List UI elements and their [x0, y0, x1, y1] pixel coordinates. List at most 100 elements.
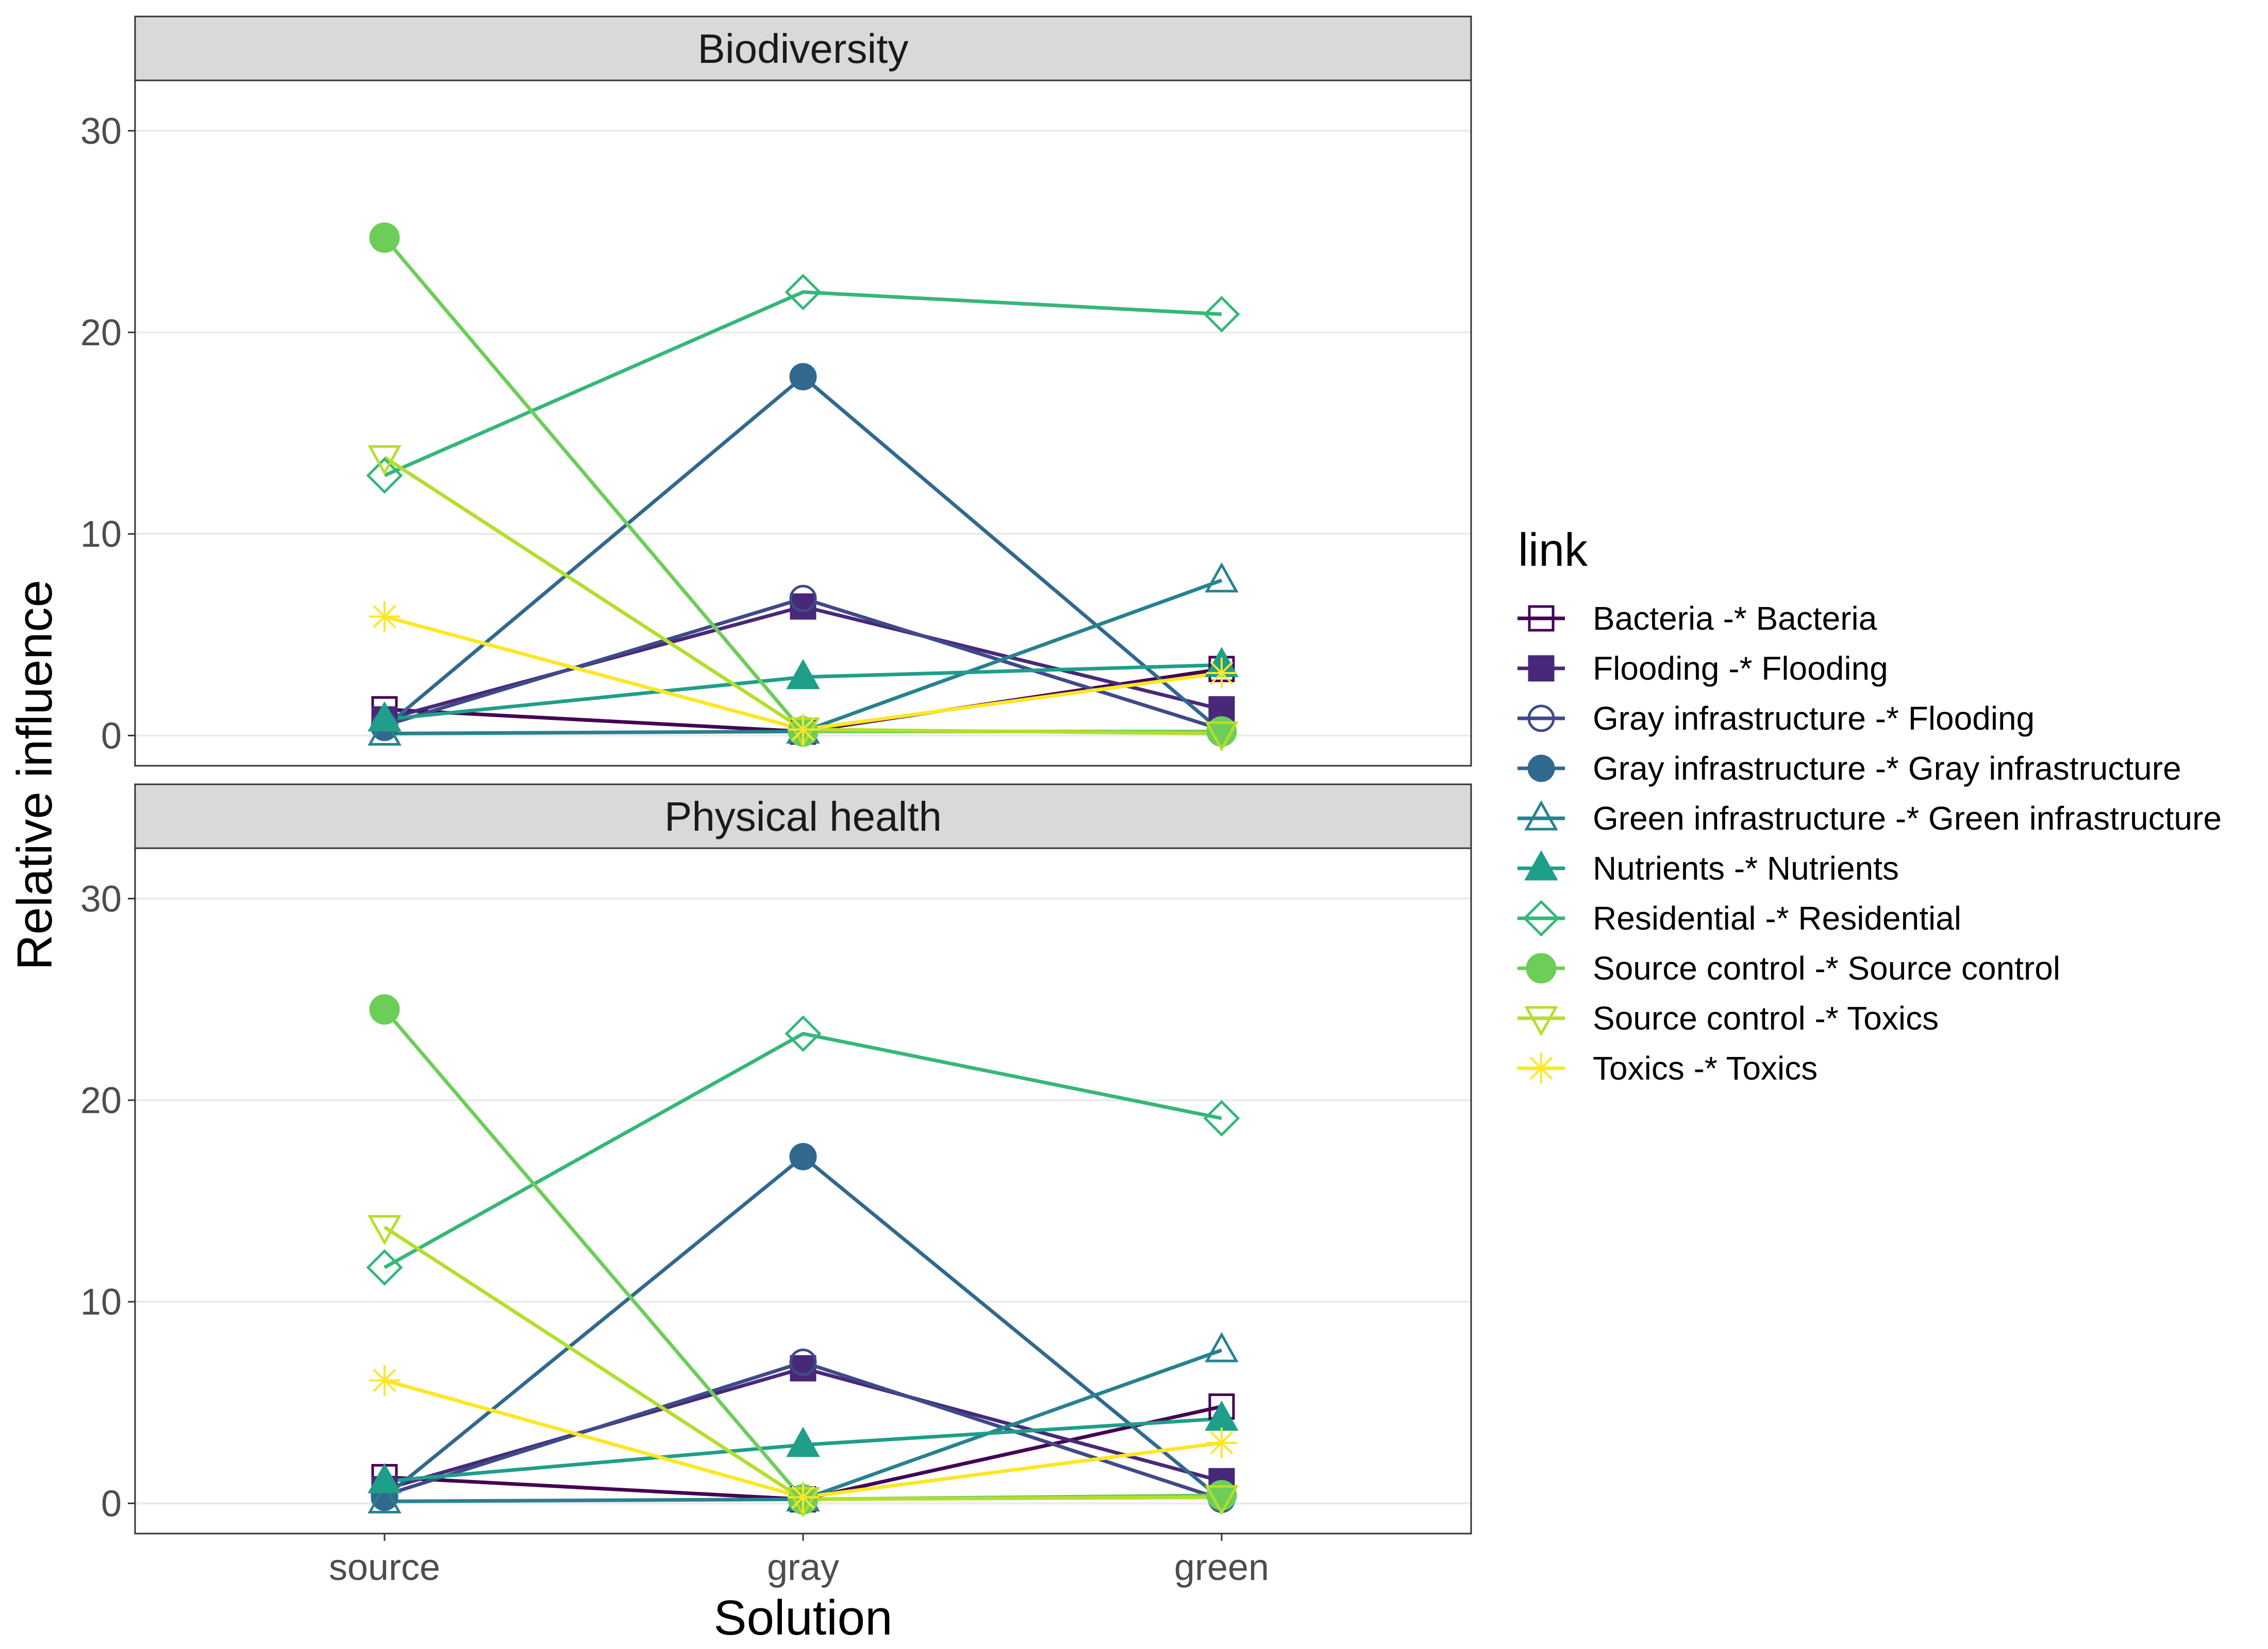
data-point [789, 1143, 817, 1170]
data-point [789, 363, 817, 391]
y-tick-label: 0 [101, 715, 122, 756]
legend-item: Source control -* Source control [1517, 950, 2060, 987]
legend-items: Bacteria -* Bacteria Flooding -* Flooding… [1517, 600, 2222, 1087]
legend-item: Source control -* Toxics [1517, 1000, 1939, 1037]
data-point [369, 601, 400, 632]
data-point [786, 1426, 820, 1457]
legend-item: Bacteria -* Bacteria [1517, 600, 1877, 637]
legend-label: Nutrients -* Nutrients [1593, 850, 1899, 887]
data-point [1205, 1485, 1239, 1516]
y-tick-label: 30 [80, 111, 122, 152]
y-tick-label: 0 [101, 1483, 122, 1524]
asterisk-stroke [373, 1369, 396, 1392]
strip-label: Physical health [664, 794, 942, 839]
facet-panel-biodiversity: Biodiversity 0 10 20 30 [80, 15, 1472, 767]
legend-key-marker [1526, 953, 1557, 984]
legend-key-marker [1524, 1006, 1558, 1037]
data-point [1205, 562, 1239, 593]
data-point [789, 1349, 817, 1376]
legend-label: Source control -* Toxics [1593, 1000, 1939, 1037]
y-tick-label: 30 [80, 879, 122, 920]
legend-item: Gray infrastructure -* Flooding [1517, 700, 2034, 737]
legend-label: Source control -* Source control [1593, 950, 2060, 987]
data-point [369, 1365, 400, 1396]
panel-background [135, 848, 1471, 1534]
data-point [369, 222, 400, 253]
legend-item: Toxics -* Toxics [1517, 1050, 1817, 1087]
legend-label: Gray infrastructure -* Gray infrastructu… [1593, 750, 2181, 787]
legend-label: Green infrastructure -* Green infrastruc… [1593, 800, 2222, 837]
legend-key-marker [1523, 900, 1560, 937]
legend-item: Green infrastructure -* Green infrastruc… [1517, 800, 2222, 837]
legend-label: Residential -* Residential [1593, 900, 1961, 937]
data-point [369, 994, 400, 1025]
y-tick-label: 10 [80, 514, 122, 555]
legend-key-marker [1528, 655, 1555, 682]
asterisk-stroke [373, 604, 396, 629]
data-point [368, 1463, 402, 1493]
data-point [1203, 1100, 1240, 1137]
legend-label: Flooding -* Flooding [1593, 650, 1888, 687]
x-tick-label: source [329, 1547, 440, 1588]
series-line [383, 290, 1222, 477]
x-axis-ticks: source gray green [329, 1534, 1269, 1588]
legend-item: Nutrients -* Nutrients [1517, 850, 1899, 887]
legend-key-marker [1527, 754, 1555, 782]
y-tick-label: 10 [80, 1282, 122, 1323]
y-tick-label: 20 [80, 1080, 122, 1121]
series-line [383, 1032, 1222, 1269]
x-tick-label: gray [767, 1547, 839, 1588]
data-point [368, 445, 402, 476]
strip-background [134, 15, 1472, 81]
legend-title: link [1518, 525, 1588, 576]
legend-item: Gray infrastructure -* Gray infrastructu… [1517, 750, 2181, 787]
data-point [786, 659, 820, 689]
strip-label: Biodiversity [697, 26, 908, 72]
y-axis-ticks: 0 10 20 30 [80, 879, 135, 1524]
legend-item: Residential -* Residential [1517, 900, 1961, 937]
legend-key-marker [1528, 605, 1555, 632]
data-point [785, 274, 822, 311]
legend-key-marker [1524, 850, 1558, 881]
legend-label: Gray infrastructure -* Flooding [1593, 700, 2034, 737]
data-point [368, 1483, 402, 1513]
data-point [366, 1249, 403, 1286]
panel-background [135, 80, 1471, 766]
data-point [790, 1355, 816, 1382]
data-point [1205, 721, 1239, 752]
legend-item: Flooding -* Flooding [1517, 650, 1888, 687]
asterisk-stroke [791, 717, 815, 742]
x-axis-title: Solution [714, 1590, 893, 1645]
y-tick-label: 20 [80, 312, 122, 354]
data-point [789, 584, 817, 612]
data-point [1206, 1427, 1237, 1458]
data-point [788, 1482, 819, 1513]
y-axis-title: Relative influence [7, 580, 62, 970]
panel-border [134, 79, 1472, 767]
asterisk-stroke [1529, 1056, 1553, 1080]
legend-key-marker [1527, 704, 1555, 732]
strip-background [134, 783, 1472, 849]
facet-panel-physical-health: Physical health 0 10 20 30 [80, 783, 1472, 1535]
data-point [1203, 296, 1240, 333]
asterisk-stroke [1210, 661, 1233, 685]
data-point [1205, 1332, 1239, 1362]
data-point [368, 1215, 402, 1246]
data-point [1206, 658, 1237, 689]
series-layer [366, 222, 1240, 752]
y-axis-ticks: 0 10 20 30 [80, 111, 135, 756]
legend-key-marker [1526, 1053, 1557, 1084]
data-point [788, 714, 819, 745]
x-tick-label: green [1174, 1547, 1269, 1588]
legend: link Bacteria -* Bacteria Flooding -* Flo… [1517, 525, 2222, 1087]
data-point [368, 701, 402, 732]
series-layer [366, 994, 1240, 1518]
legend-key-marker [1524, 800, 1558, 831]
data-point [785, 1015, 822, 1052]
data-point [366, 457, 403, 494]
asterisk-stroke [1210, 1431, 1233, 1455]
asterisk-stroke [791, 1485, 815, 1509]
legend-label: Toxics -* Toxics [1593, 1050, 1817, 1087]
legend-label: Bacteria -* Bacteria [1593, 600, 1877, 637]
